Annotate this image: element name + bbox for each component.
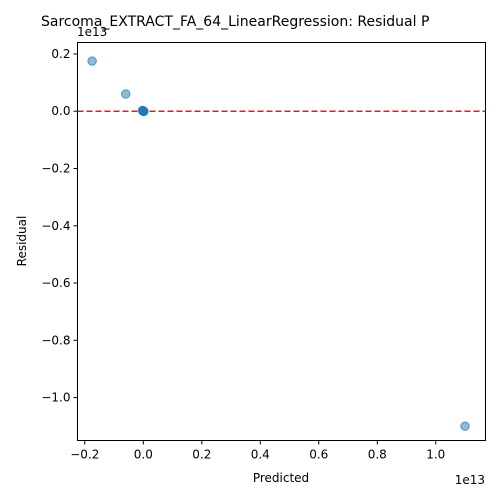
x-tick-label: 0.0 — [134, 448, 153, 462]
y-tick-label: −0.2 — [41, 161, 70, 175]
chart-title: Sarcoma_EXTRACT_FA_64_LinearRegression: … — [41, 14, 429, 30]
y-axis-label: Residual — [15, 216, 29, 267]
y-axis-ticks: 0.2 0.0 −0.2 −0.4 −0.6 −0.8 −1.0 — [41, 47, 78, 405]
x-tick-label: 0.2 — [192, 448, 211, 462]
y-tick-label: −0.4 — [41, 219, 70, 233]
x-offset-label: 1e13 — [455, 473, 485, 487]
data-point — [460, 421, 470, 431]
y-tick-label: −1.0 — [41, 391, 70, 405]
x-axis-label: Predicted — [253, 471, 309, 485]
x-tick-label: −0.2 — [70, 448, 99, 462]
y-offset-label: 1e13 — [77, 25, 107, 39]
y-tick-label: 0.2 — [51, 47, 70, 61]
y-tick-label: −0.8 — [41, 333, 70, 347]
y-tick-label: 0.0 — [51, 104, 70, 118]
y-tick-label: −0.6 — [41, 276, 70, 290]
x-axis-ticks: −0.2 0.0 0.2 0.4 0.6 0.8 1.0 — [70, 440, 445, 462]
plot-area — [77, 42, 486, 441]
data-point — [87, 56, 97, 66]
data-point — [121, 89, 131, 99]
x-tick-label: 0.4 — [251, 448, 270, 462]
x-tick-label: 1.0 — [426, 448, 445, 462]
x-tick-label: 0.6 — [309, 448, 328, 462]
data-point — [138, 106, 148, 116]
x-tick-label: 0.8 — [368, 448, 387, 462]
plot-frame — [77, 42, 486, 441]
